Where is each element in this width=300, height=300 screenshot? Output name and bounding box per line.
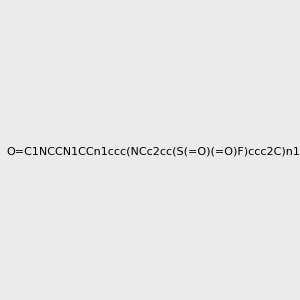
Text: O=C1NCCN1CCn1ccc(NCc2cc(S(=O)(=O)F)ccc2C)n1: O=C1NCCN1CCn1ccc(NCc2cc(S(=O)(=O)F)ccc2C…	[7, 146, 300, 157]
